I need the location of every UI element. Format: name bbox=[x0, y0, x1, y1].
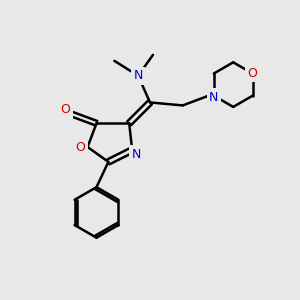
Text: N: N bbox=[132, 148, 141, 161]
Text: N: N bbox=[134, 69, 143, 82]
Text: N: N bbox=[209, 91, 219, 104]
Text: O: O bbox=[248, 67, 257, 80]
Text: O: O bbox=[60, 103, 70, 116]
Text: O: O bbox=[75, 140, 85, 154]
